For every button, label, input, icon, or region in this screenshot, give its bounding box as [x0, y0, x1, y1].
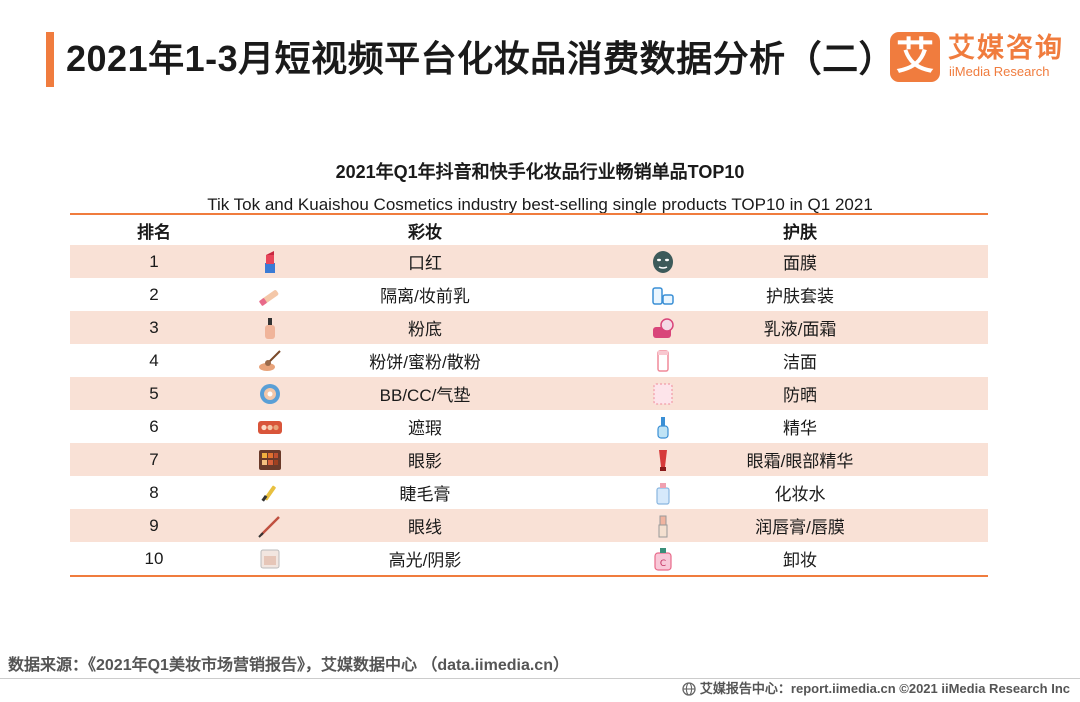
makeup-cell: 口红	[408, 254, 442, 273]
foundation-bottle-icon	[265, 317, 275, 339]
makeup-cell: 遮瑕	[408, 419, 442, 438]
table-row: 4 粉饼/蜜粉/散粉 洁面	[70, 344, 988, 377]
svg-text:C: C	[660, 559, 666, 569]
rank-cell: 3	[149, 317, 159, 337]
rank-cell: 5	[149, 383, 159, 403]
header-rank: 排名	[137, 222, 171, 242]
skincare-set-icon	[652, 286, 674, 305]
table-title-cn: 2021年Q1年抖音和快手化妆品行业畅销单品TOP10	[335, 162, 745, 182]
primer-tube-icon	[259, 289, 279, 306]
table-row: 3 粉底 乳液/面霜	[70, 311, 988, 344]
highlighter-icon	[260, 549, 280, 568]
rank-cell: 10	[144, 548, 164, 568]
skincare-cell: 卸妆	[783, 551, 817, 570]
makeup-cell: 粉饼/蜜粉/散粉	[369, 353, 481, 372]
cream-jar-icon	[653, 317, 674, 338]
table-row: 8 睫毛膏 化妆水	[70, 476, 988, 509]
footer-text: 艾媒报告中心：report.iimedia.cn ©2021 iiMedia R…	[699, 681, 1070, 696]
table-row: 1 口红 面膜	[70, 245, 988, 278]
skincare-cell: 面膜	[783, 254, 817, 273]
eye-cream-tube-icon	[659, 449, 667, 471]
makeup-cell: 眼线	[408, 518, 442, 537]
rank-cell: 4	[149, 350, 159, 370]
data-source-note: 数据来源：《2021年Q1美妆市场营销报告》，艾媒数据中心 （data.iime…	[8, 657, 569, 674]
skincare-cell: 精华	[783, 419, 817, 438]
iimedia-logo: 艾 艾媒咨询 iiMedia Research	[886, 30, 1066, 86]
globe-icon	[682, 682, 696, 696]
top10-table: 排名 彩妆 护肤 1 口红 面膜 2 隔离/妆前乳 护肤套装 3 粉底 乳液/面霜 4 粉饼/蜜粉/…	[70, 213, 988, 577]
rank-cell: 9	[149, 515, 159, 535]
table-row: 10 高光/阴影 C 卸妆	[70, 542, 988, 575]
skincare-cell: 护肤套装	[766, 287, 834, 306]
page-title: 2021年1-3月短视频平台化妆品消费数据分析（二）	[66, 38, 896, 79]
rank-cell: 1	[149, 251, 159, 271]
table-row: 7 眼影 眼霜/眼部精华	[70, 443, 988, 476]
logo-mark: 艾	[890, 32, 940, 82]
rank-cell: 6	[149, 416, 159, 436]
cleanser-tube-icon	[657, 349, 669, 372]
makeup-remover-icon: C	[654, 547, 672, 571]
serum-dropper-icon	[657, 416, 669, 439]
table-body: 1 口红 面膜 2 隔离/妆前乳 护肤套装 3 粉底 乳液/面霜 4 粉饼/蜜粉/散粉 洁面 5 BB/C…	[70, 245, 988, 575]
table-row: 9 眼线 润唇膏/唇膜	[70, 509, 988, 542]
skincare-cell: 防晒	[783, 386, 817, 405]
eyeliner-icon	[258, 515, 280, 538]
skincare-cell: 润唇膏/唇膜	[755, 518, 845, 537]
toner-bottle-icon	[656, 482, 670, 505]
table-title-en: Tik Tok and Kuaishou Cosmetics industry …	[207, 195, 873, 214]
header-makeup: 彩妆	[408, 222, 442, 242]
makeup-cell: 眼影	[408, 452, 442, 471]
mascara-icon	[261, 485, 276, 502]
footer: 艾媒报告中心：report.iimedia.cn ©2021 iiMedia R…	[682, 680, 1070, 698]
rank-cell: 7	[149, 449, 159, 469]
logo-cn-text: 艾媒咨询	[948, 33, 1064, 63]
logo-en-text: iiMedia Research	[949, 64, 1050, 79]
cushion-compact-icon	[260, 383, 280, 404]
powder-brush-icon	[259, 349, 281, 371]
makeup-cell: 隔离/妆前乳	[380, 287, 470, 306]
title-accent-bar	[46, 32, 54, 87]
concealer-palette-icon	[258, 420, 282, 434]
lip-balm-icon	[658, 515, 668, 537]
lipstick-icon	[265, 250, 275, 273]
makeup-cell: 睫毛膏	[399, 485, 451, 504]
face-mask-icon	[653, 250, 673, 273]
sunscreen-icon	[653, 383, 673, 404]
skincare-cell: 洁面	[783, 353, 817, 372]
skincare-cell: 眼霜/眼部精华	[746, 452, 854, 471]
footer-divider	[0, 678, 1080, 679]
table-row: 6 遮瑕 精华	[70, 410, 988, 443]
skincare-cell: 化妆水	[774, 485, 826, 504]
makeup-cell: BB/CC/气垫	[379, 386, 471, 405]
makeup-cell: 高光/阴影	[388, 551, 462, 570]
table-header-row: 排名 彩妆 护肤	[70, 215, 988, 245]
skincare-cell: 乳液/面霜	[763, 320, 837, 339]
header-skincare: 护肤	[783, 222, 817, 242]
table-row: 2 隔离/妆前乳 护肤套装	[70, 278, 988, 311]
makeup-cell: 粉底	[408, 320, 442, 339]
rank-cell: 8	[149, 482, 159, 502]
eyeshadow-palette-icon	[259, 449, 281, 470]
table-row: 5 BB/CC/气垫 防晒	[70, 377, 988, 410]
rank-cell: 2	[149, 284, 159, 304]
